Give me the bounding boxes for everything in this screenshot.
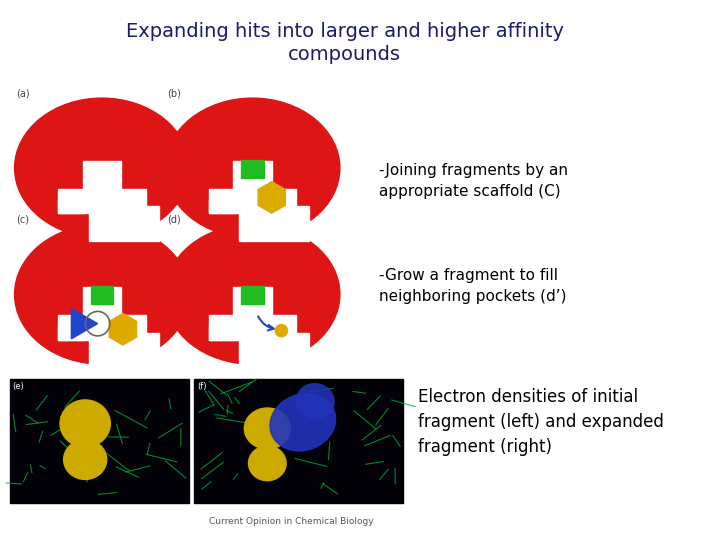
Text: Expanding hits into larger and higher affinity: Expanding hits into larger and higher af… xyxy=(126,22,564,42)
Text: (c): (c) xyxy=(17,214,30,225)
Text: -Joining fragments by an
appropriate scaffold (C): -Joining fragments by an appropriate sca… xyxy=(379,163,568,199)
Ellipse shape xyxy=(244,408,290,449)
Ellipse shape xyxy=(63,440,107,480)
Bar xyxy=(83,161,121,210)
Ellipse shape xyxy=(270,394,336,451)
Bar xyxy=(58,315,145,340)
Bar xyxy=(239,206,310,241)
Text: (b): (b) xyxy=(167,88,181,98)
Ellipse shape xyxy=(165,224,340,364)
Bar xyxy=(89,206,159,241)
Text: (d): (d) xyxy=(167,214,181,225)
Text: Current Opinion in Chemical Biology: Current Opinion in Chemical Biology xyxy=(209,517,374,525)
Bar xyxy=(241,286,264,304)
Bar xyxy=(91,286,113,304)
Bar xyxy=(209,326,235,340)
Bar xyxy=(209,189,296,213)
Bar xyxy=(58,199,84,213)
Bar xyxy=(9,379,189,503)
Circle shape xyxy=(275,325,287,337)
Ellipse shape xyxy=(60,400,110,447)
Text: Electron densities of initial
fragment (left) and expanded
fragment (right): Electron densities of initial fragment (… xyxy=(418,388,663,456)
Ellipse shape xyxy=(165,98,340,238)
Bar xyxy=(233,287,271,336)
Text: -Grow a fragment to fill
neighboring pockets (d’): -Grow a fragment to fill neighboring poc… xyxy=(379,268,566,304)
Text: compounds: compounds xyxy=(288,45,401,64)
Bar xyxy=(209,199,235,213)
Bar xyxy=(194,379,403,503)
Bar xyxy=(83,287,121,336)
Bar xyxy=(58,326,84,340)
Text: (f): (f) xyxy=(197,382,207,390)
Bar xyxy=(241,160,264,178)
Text: (e): (e) xyxy=(13,382,24,390)
Ellipse shape xyxy=(297,383,334,418)
Bar xyxy=(239,333,310,368)
Ellipse shape xyxy=(14,224,189,364)
Bar xyxy=(233,161,271,210)
Bar xyxy=(58,189,145,213)
Bar xyxy=(209,315,296,340)
Bar xyxy=(89,333,159,368)
Text: (a): (a) xyxy=(17,88,30,98)
Ellipse shape xyxy=(14,98,189,238)
Ellipse shape xyxy=(248,446,286,481)
